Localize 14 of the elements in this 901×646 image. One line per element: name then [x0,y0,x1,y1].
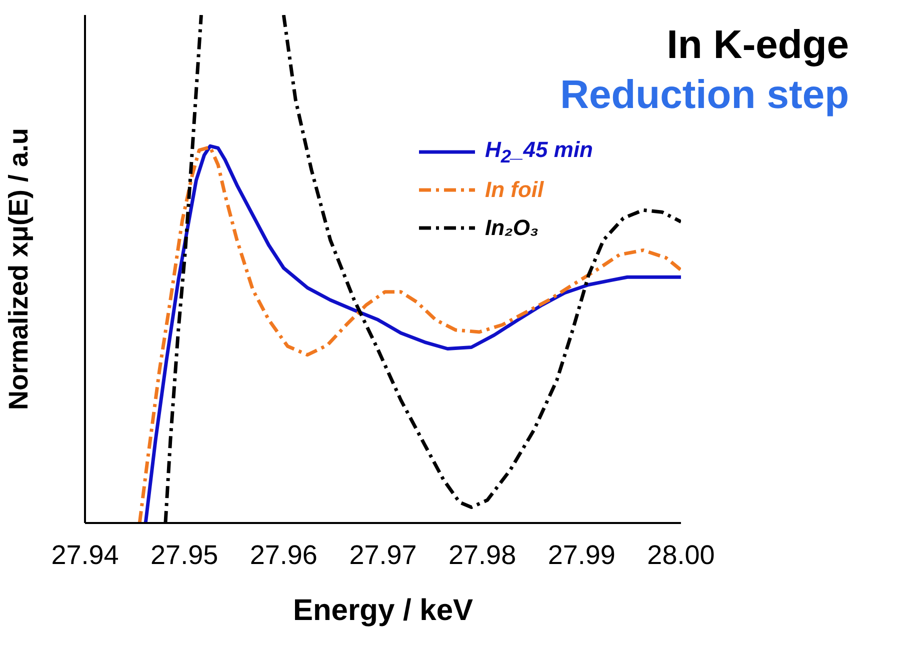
chart-title: In K-edge [666,23,849,67]
x-tick-label: 27.97 [349,540,417,570]
legend-label: In foil [484,177,544,202]
legend-label: H$_{2}$_45 min [484,136,593,166]
x-tick-label: 27.94 [51,540,119,570]
legend-label: In₂O₃ [484,215,539,240]
x-tick-label: 27.98 [448,540,516,570]
x-tick-label: 27.95 [150,540,218,570]
y-axis-title: Normalized xμ(E) / a.u [4,128,34,410]
x-axis-title: Energy / keV [292,594,474,627]
x-tick-label: 27.99 [548,540,616,570]
text: 28.00 [647,540,715,570]
text: Reduction step [560,73,849,117]
x-tick-label: 27.96 [250,540,318,570]
